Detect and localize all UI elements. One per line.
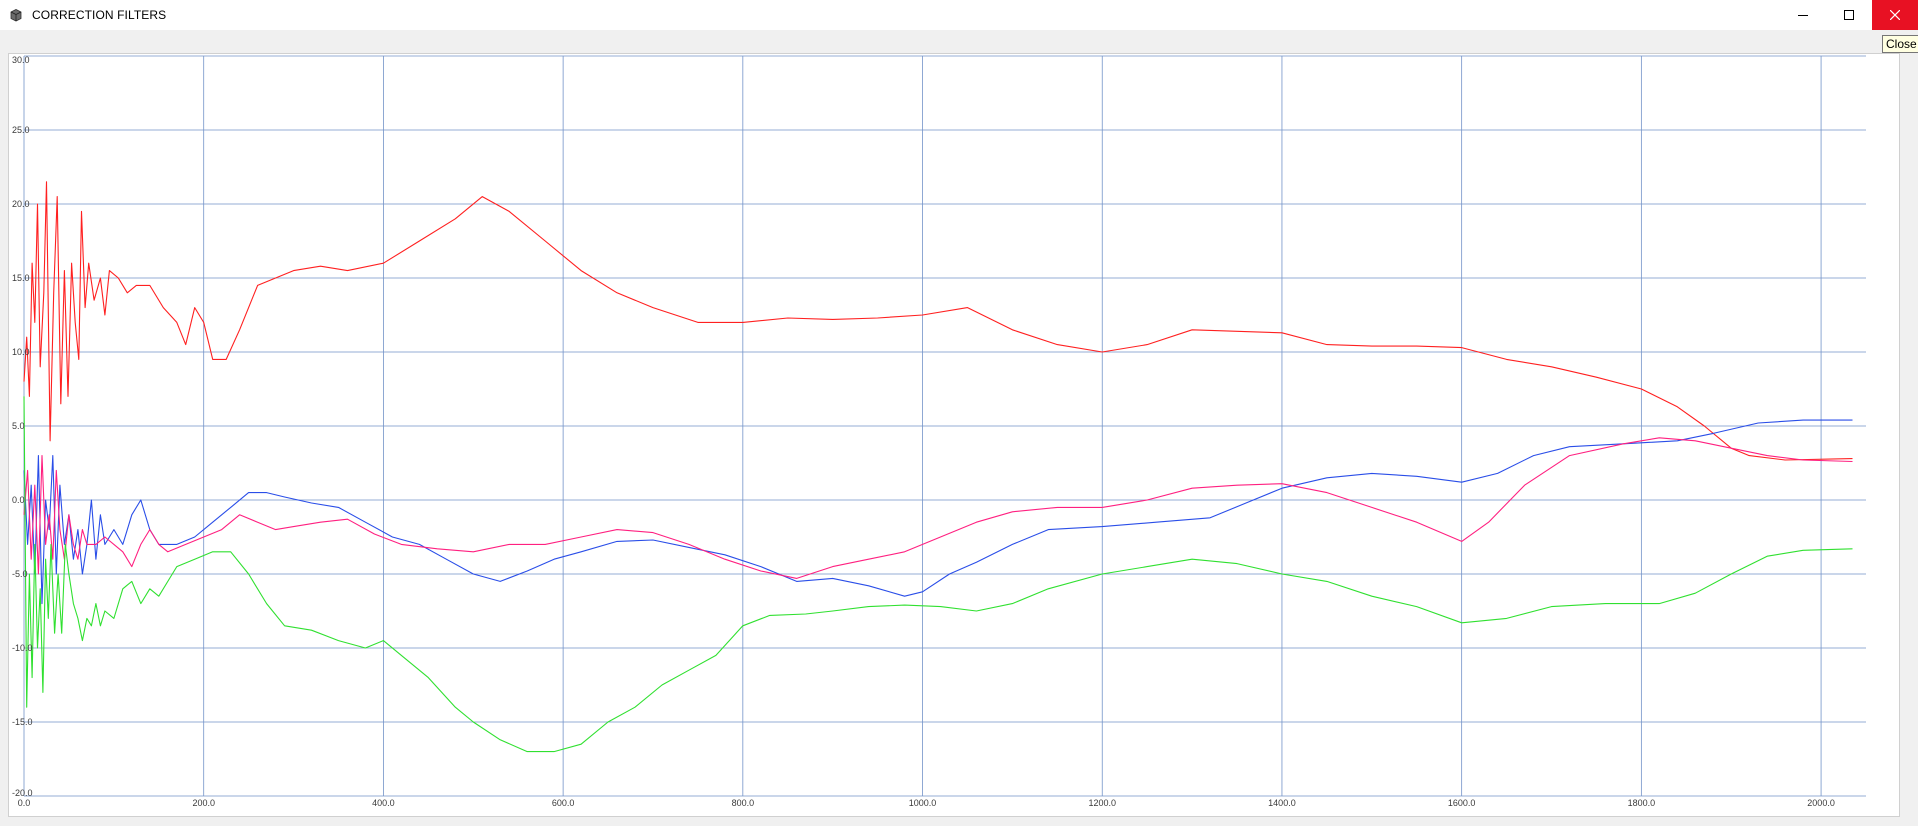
y-tick-label: 0.0	[12, 495, 25, 505]
x-tick-label: 0.0	[18, 798, 31, 808]
series-line-1	[23, 181, 1853, 461]
title-bar[interactable]: CORRECTION FILTERS	[0, 0, 1918, 30]
correction-filters-chart[interactable]: -20.0 -15.0 -10.0 -5.0 0.0 5.0 10.0 15.0 20.0 25.…	[9, 54, 1899, 816]
x-tick-label: 400.0	[372, 798, 395, 808]
close-button[interactable]	[1872, 0, 1918, 30]
x-tick-label: 200.0	[192, 798, 215, 808]
maximize-icon	[1844, 10, 1854, 20]
y-tick-label: -20.0	[12, 788, 33, 798]
y-tick-label: 5.0	[12, 421, 25, 431]
y-tick-label: 30.0	[12, 55, 30, 65]
y-tick-label: 25.0	[12, 125, 30, 135]
window-title: CORRECTION FILTERS	[32, 8, 167, 22]
x-tick-label: 1800.0	[1628, 798, 1656, 808]
y-tick-label: 15.0	[12, 273, 30, 283]
x-tick-label: 800.0	[732, 798, 755, 808]
y-tick-label: -5.0	[12, 569, 28, 579]
x-tick-label: 2000.0	[1807, 798, 1835, 808]
series-line-3	[23, 437, 1853, 579]
close-icon	[1890, 10, 1900, 20]
close-tooltip: Close	[1882, 35, 1918, 53]
y-tick-label: -15.0	[12, 717, 33, 727]
maximize-button[interactable]	[1826, 0, 1872, 30]
y-tick-label: 10.0	[12, 347, 30, 357]
x-tick-label: 1200.0	[1088, 798, 1116, 808]
minimize-icon	[1798, 15, 1808, 16]
x-tick-label: 1600.0	[1448, 798, 1476, 808]
x-tick-label: 1000.0	[909, 798, 937, 808]
y-tick-label: -10.0	[12, 643, 33, 653]
plot-panel[interactable]: -20.0 -15.0 -10.0 -5.0 0.0 5.0 10.0 15.0 20.0 25.…	[8, 53, 1900, 817]
series-line-4	[23, 396, 1853, 753]
y-tick-label: 20.0	[12, 199, 30, 209]
series-line-2	[23, 419, 1853, 605]
app-icon	[10, 9, 22, 22]
window-controls	[1780, 0, 1918, 30]
minimize-button[interactable]	[1780, 0, 1826, 30]
x-tick-label: 600.0	[552, 798, 575, 808]
x-tick-label: 1400.0	[1268, 798, 1296, 808]
